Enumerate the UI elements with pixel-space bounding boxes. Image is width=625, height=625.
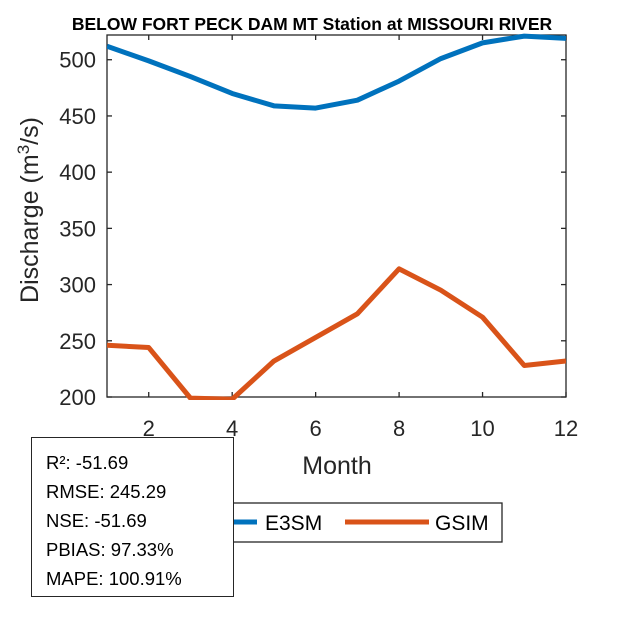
chart-title: BELOW FORT PECK DAM MT Station at MISSOU… xyxy=(72,14,553,34)
stat-rmse: RMSE: 245.29 xyxy=(46,481,167,502)
y-axis-label-sup: 3 xyxy=(14,145,33,154)
stat-r2: R²: -51.69 xyxy=(46,452,129,473)
plot-area: 2 4 6 8 10 12 200 250 300 350 400 450 500 xyxy=(59,33,578,441)
y-tick-label: 250 xyxy=(59,329,96,354)
x-tick-label: 2 xyxy=(143,416,155,441)
legend-label-gsim: GSIM xyxy=(435,512,489,535)
y-axis-label: Discharge (m3/s) xyxy=(14,117,44,303)
stat-pbias: PBIAS: 97.33% xyxy=(46,539,174,560)
y-axis-label-unit: /s) xyxy=(16,117,44,145)
stat-nse: NSE: -51.69 xyxy=(46,510,147,531)
y-tick-label: 400 xyxy=(59,160,96,185)
x-tick-label: 4 xyxy=(226,416,238,441)
y-tick-label: 300 xyxy=(59,273,96,298)
stat-mape: MAPE: 100.91% xyxy=(46,568,182,589)
stats-box: R²: -51.69 RMSE: 245.29 NSE: -51.69 PBIA… xyxy=(31,437,234,597)
x-tick-label: 8 xyxy=(393,416,405,441)
series-group xyxy=(107,33,566,400)
tick-labels: 2 4 6 8 10 12 200 250 300 350 400 450 500 xyxy=(59,48,578,441)
legend-label-e3sm: E3SM xyxy=(265,512,322,535)
y-tick-label: 350 xyxy=(59,216,96,241)
series-line-e3sm xyxy=(107,33,566,111)
y-tick-label: 500 xyxy=(59,48,96,73)
y-tick-label: 200 xyxy=(59,385,96,410)
legend: E3SM GSIM xyxy=(199,502,503,543)
axes-box xyxy=(106,34,567,398)
x-axis-label: Month xyxy=(302,452,371,480)
x-tick-label: 12 xyxy=(554,416,578,441)
series-line-gsim xyxy=(107,266,566,400)
x-tick-label: 10 xyxy=(470,416,494,441)
y-axis-label-main: Discharge (m xyxy=(16,154,44,303)
x-tick-label: 6 xyxy=(310,416,322,441)
y-tick-label: 450 xyxy=(59,104,96,129)
